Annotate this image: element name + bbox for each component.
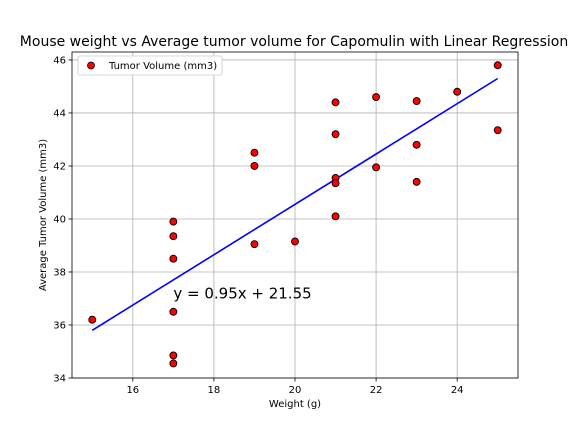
data-point xyxy=(331,212,340,221)
legend-label: Tumor Volume (mm3) xyxy=(108,61,217,72)
y-tick-label: 44 xyxy=(53,108,66,119)
data-point xyxy=(250,162,259,170)
data-point xyxy=(331,179,340,188)
legend-box xyxy=(77,55,223,76)
regression-line xyxy=(91,77,499,331)
data-point xyxy=(169,307,178,316)
y-tick-label: 36 xyxy=(53,320,66,331)
data-point xyxy=(493,61,502,70)
data-point xyxy=(453,87,462,96)
legend-marker xyxy=(87,61,95,70)
y-tick-label: 46 xyxy=(53,55,66,66)
regression-equation: y = 0.95x + 21.55 xyxy=(173,284,311,302)
x-tick-label: 24 xyxy=(451,385,464,396)
data-point xyxy=(331,130,340,139)
data-point xyxy=(412,97,421,105)
data-point xyxy=(331,98,340,107)
y-tick-label: 42 xyxy=(53,161,66,172)
legend: Tumor Volume (mm3) xyxy=(77,55,223,76)
x-tick-label: 18 xyxy=(208,385,221,396)
data-point xyxy=(88,315,97,324)
data-point xyxy=(493,126,502,135)
data-point xyxy=(412,140,421,149)
data-point xyxy=(291,237,299,246)
y-tick-label: 34 xyxy=(53,374,66,385)
grid-layer xyxy=(72,52,518,379)
data-point xyxy=(250,240,259,249)
regression-layer xyxy=(91,77,499,331)
data-point xyxy=(169,232,178,241)
data-point xyxy=(169,217,178,226)
data-point xyxy=(250,148,259,157)
points-layer xyxy=(88,61,502,368)
x-ticks: 16 18 20 22 24 xyxy=(126,378,464,396)
data-point xyxy=(169,351,178,360)
data-point xyxy=(372,163,381,172)
y-axis-label: Average Tumor Volume (mm3) xyxy=(38,139,49,291)
y-ticks: 34 36 38 40 42 44 46 xyxy=(53,55,72,385)
x-tick-label: 16 xyxy=(126,385,139,396)
data-point xyxy=(169,254,178,263)
y-tick-label: 38 xyxy=(53,267,66,278)
x-axis-label: Weight (g) xyxy=(269,399,321,410)
data-point xyxy=(169,359,178,368)
x-tick-label: 20 xyxy=(289,385,302,396)
data-point xyxy=(372,93,381,102)
y-tick-label: 40 xyxy=(53,214,66,225)
x-tick-label: 22 xyxy=(370,385,383,396)
data-point xyxy=(412,177,421,186)
chart-title: Mouse weight vs Average tumor volume for… xyxy=(20,34,568,50)
